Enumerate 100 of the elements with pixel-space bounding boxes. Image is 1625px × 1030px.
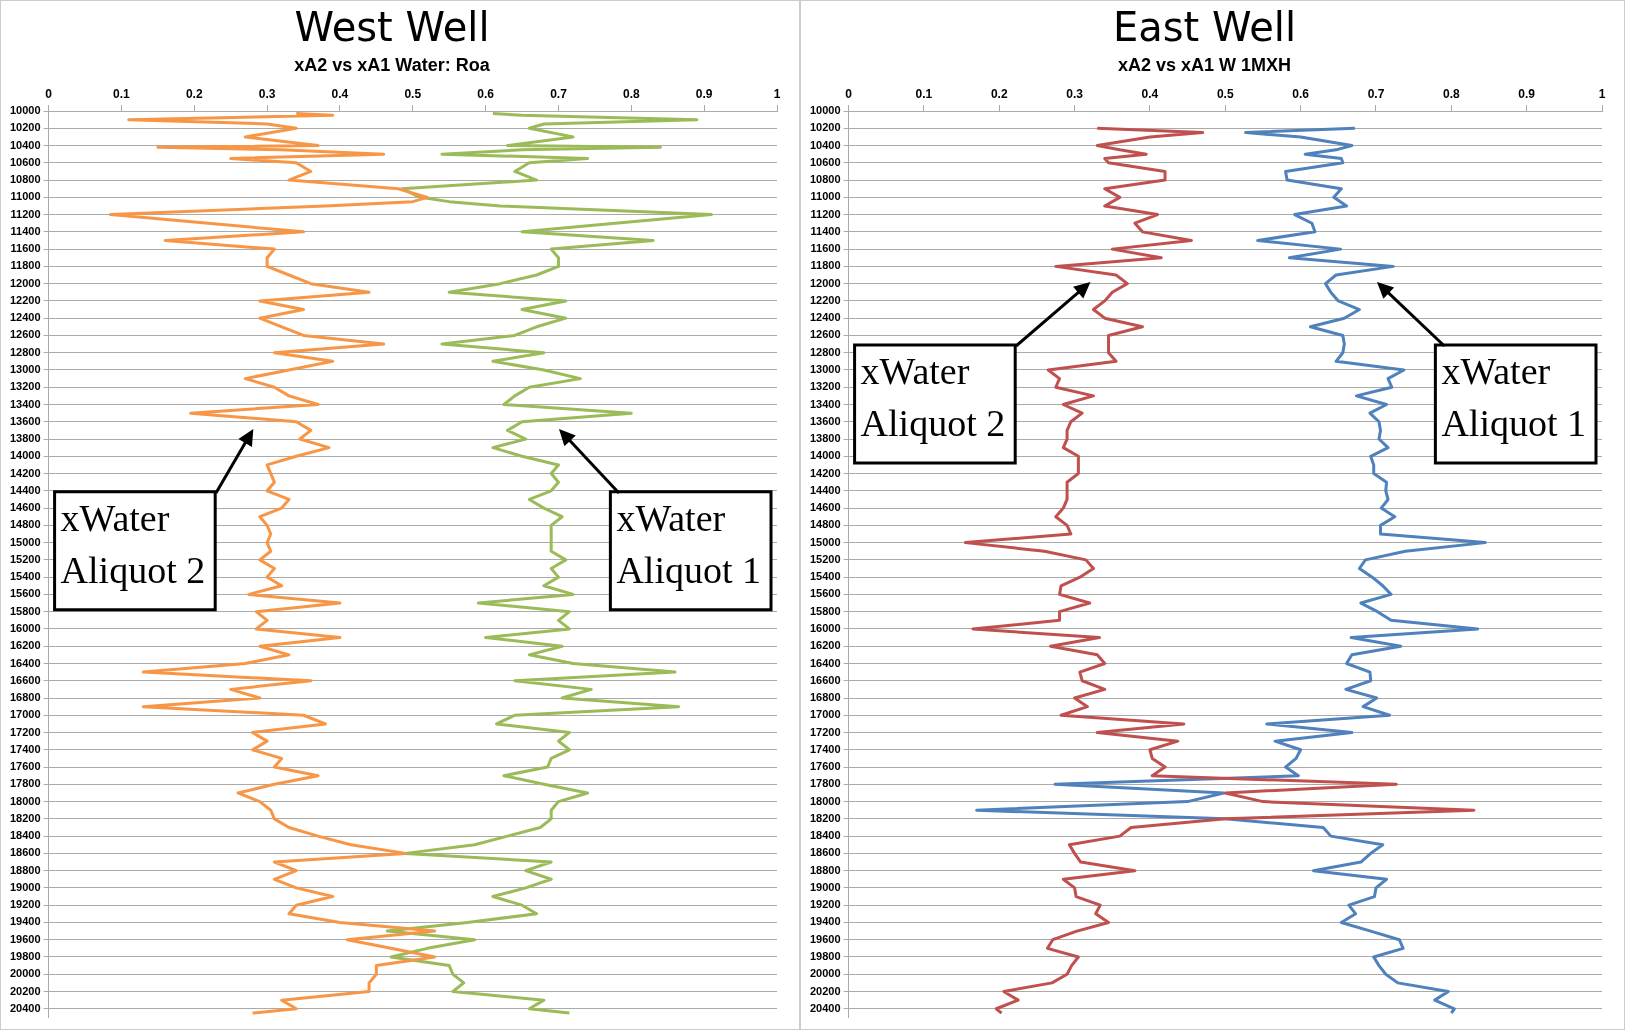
- y-tick-label: 14800: [809, 518, 841, 531]
- y-tick-label: 10800: [9, 173, 41, 186]
- y-tick-label: 11200: [810, 207, 841, 220]
- x-tick-label: 0.9: [695, 87, 713, 102]
- y-tick-label: 19000: [9, 880, 41, 893]
- y-tick-label: 16600: [9, 673, 41, 686]
- y-tick-label: 12400: [9, 311, 41, 324]
- y-tick-label: 12000: [9, 276, 41, 289]
- y-tick-label: 16000: [809, 621, 841, 634]
- chart-title: East Well: [1112, 4, 1297, 51]
- y-tick-label: 10400: [9, 138, 41, 151]
- x-tick-label: 0.4: [1141, 87, 1159, 102]
- y-tick-label: 19000: [809, 880, 841, 893]
- y-tick-label: 11800: [10, 259, 41, 272]
- x-tick-label: 0.5: [404, 87, 422, 102]
- y-tick-label: 13600: [9, 414, 41, 427]
- x-tick-label: 0.1: [915, 87, 933, 102]
- y-tick-label: 16800: [809, 691, 841, 704]
- y-tick-label: 16200: [9, 639, 41, 652]
- y-tick-label: 13800: [809, 432, 841, 445]
- y-tick-label: 14200: [9, 466, 41, 479]
- y-tick-label: 15200: [9, 552, 41, 565]
- y-tick-label: 20000: [9, 967, 41, 980]
- y-tick-label: 17600: [809, 760, 841, 773]
- y-tick-label: 17200: [809, 725, 841, 738]
- y-tick-label: 18000: [9, 794, 41, 807]
- y-tick-label: 16800: [9, 691, 41, 704]
- y-tick-label: 12400: [809, 311, 841, 324]
- y-tick-label: 16400: [9, 656, 41, 669]
- x-tick-label: 0.6: [477, 87, 495, 102]
- chart-subtitle: xA2 vs xA1 W 1MXH: [1117, 54, 1292, 75]
- y-tick-label: 13200: [809, 380, 841, 393]
- y-tick-label: 14000: [809, 449, 841, 462]
- y-tick-label: 17200: [9, 725, 41, 738]
- y-tick-label: 10200: [9, 121, 41, 134]
- y-tick-label: 16000: [9, 621, 41, 634]
- y-tick-label: 16600: [809, 673, 841, 686]
- y-tick-label: 11400: [810, 224, 841, 237]
- y-tick-label: 16200: [809, 639, 841, 652]
- x-tick-label: 0.2: [185, 87, 203, 102]
- y-tick-label: 10400: [809, 138, 841, 151]
- x-tick-label: 0.3: [258, 87, 276, 102]
- y-tick-label: 10600: [9, 155, 41, 168]
- annotation: xWater Aliquot 2: [860, 350, 1006, 444]
- annotation: xWater Aliquot 1: [616, 496, 762, 591]
- y-tick-label: 18400: [809, 829, 841, 842]
- y-tick-label: 17600: [9, 760, 41, 773]
- x-tick-label: 0.5: [1216, 87, 1234, 102]
- y-tick-label: 15800: [9, 604, 41, 617]
- y-tick-label: 14600: [9, 501, 41, 514]
- y-tick-label: 20400: [9, 1001, 41, 1014]
- y-tick-label: 11000: [10, 190, 41, 203]
- y-tick-label: 15800: [809, 604, 841, 617]
- y-tick-label: 18800: [9, 863, 41, 876]
- y-tick-label: 10600: [809, 155, 841, 168]
- y-tick-label: 10000: [809, 104, 841, 117]
- chart-title: West Well: [294, 4, 490, 51]
- annotation: xWater Aliquot 1: [1441, 350, 1587, 444]
- y-tick-label: 19600: [9, 932, 41, 945]
- y-tick-label: 10000: [9, 104, 41, 117]
- y-tick-label: 17400: [809, 742, 841, 755]
- x-tick-label: 0.1: [113, 87, 131, 102]
- y-tick-label: 11200: [10, 207, 41, 220]
- y-tick-label: 18200: [809, 811, 841, 824]
- y-tick-label: 19400: [809, 915, 841, 928]
- y-tick-label: 11000: [810, 190, 841, 203]
- x-tick-label: 0: [845, 87, 853, 102]
- y-tick-label: 11400: [10, 224, 41, 237]
- y-tick-label: 13000: [809, 363, 841, 375]
- y-tick-label: 18200: [9, 811, 41, 824]
- y-tick-label: 11800: [810, 259, 841, 272]
- y-tick-label: 20200: [9, 984, 41, 997]
- y-tick-label: 19200: [809, 898, 841, 911]
- y-tick-label: 13400: [809, 397, 841, 410]
- y-tick-label: 18800: [809, 863, 841, 876]
- y-tick-label: 14200: [809, 466, 841, 479]
- y-tick-label: 12000: [809, 276, 841, 289]
- y-tick-label: 17000: [9, 708, 41, 721]
- x-tick-label: 0.9: [1518, 87, 1536, 102]
- x-tick-label: 0.4: [331, 87, 349, 102]
- x-tick-label: 0.6: [1292, 87, 1310, 102]
- y-tick-label: 15400: [9, 570, 41, 583]
- x-tick-label: 1: [1598, 87, 1606, 102]
- y-tick-label: 15400: [809, 570, 841, 583]
- x-tick-label: 0.3: [1066, 87, 1084, 102]
- y-tick-label: 14600: [809, 501, 841, 514]
- y-tick-label: 17800: [809, 777, 841, 790]
- y-tick-label: 18400: [9, 829, 41, 842]
- y-tick-label: 16400: [809, 656, 841, 669]
- y-tick-label: 10800: [809, 173, 841, 186]
- y-tick-label: 20400: [809, 1001, 841, 1014]
- y-tick-label: 12600: [9, 328, 41, 341]
- y-tick-label: 14800: [9, 518, 41, 531]
- y-tick-label: 18000: [809, 794, 841, 807]
- x-tick-label: 0.7: [1367, 87, 1385, 102]
- y-tick-label: 12200: [809, 293, 841, 306]
- x-tick-label: 0: [45, 87, 53, 102]
- y-tick-label: 12200: [9, 293, 41, 306]
- y-tick-label: 13400: [9, 397, 41, 410]
- y-tick-label: 19800: [9, 950, 41, 962]
